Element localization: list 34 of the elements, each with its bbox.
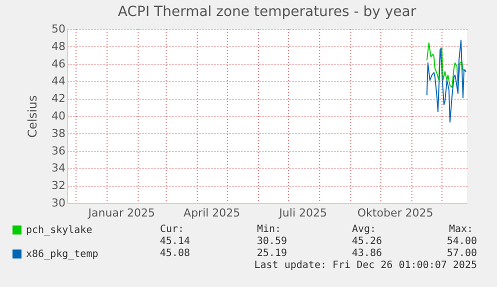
text: Max: <box>449 224 474 235</box>
text: 43.86 <box>352 248 382 259</box>
y-tick-label: 36 <box>52 144 66 158</box>
y-axis-title: Celsius <box>26 95 40 138</box>
legend-label: x86_pkg_temp <box>26 249 98 260</box>
x-tick-label: April 2025 <box>184 206 240 220</box>
text: 45.14 <box>160 236 190 247</box>
text: 25.19 <box>256 248 287 259</box>
line-series <box>426 40 466 123</box>
text: 30.59 <box>256 236 287 247</box>
y-tick-label: 48 <box>52 40 66 53</box>
text: 45.08 <box>160 248 190 259</box>
x-tick-label: Juli 2025 <box>278 206 328 220</box>
x-tick-label: Januar 2025 <box>87 206 155 220</box>
line-series <box>426 42 466 88</box>
y-tick-label: 50 <box>52 22 66 36</box>
y-tick-label: 34 <box>52 162 66 175</box>
y-tick-label: 32 <box>52 179 66 192</box>
text: 57.00 <box>446 248 477 259</box>
y-tick-label: 38 <box>52 126 66 140</box>
text: Avg: <box>352 224 376 235</box>
text: 54.00 <box>446 236 477 247</box>
y-tick-label: 40 <box>52 110 66 122</box>
legend-label: pch_skylake <box>26 225 92 236</box>
chart-title: ACPI Thermal zone temperatures - by year <box>118 4 416 20</box>
y-tick-label: 42 <box>52 92 66 106</box>
y-tick-label: 46 <box>52 57 66 70</box>
text: Cur: <box>160 224 184 235</box>
x-tick-label: Oktober 2025 <box>357 206 434 220</box>
text: 45.26 <box>352 236 382 247</box>
y-tick-label: 30 <box>52 196 66 210</box>
text: Min: <box>257 224 282 235</box>
text: Last update: Fri Dec 26 01:00:07 2025 <box>254 260 477 271</box>
y-tick-label: 44 <box>52 74 66 88</box>
